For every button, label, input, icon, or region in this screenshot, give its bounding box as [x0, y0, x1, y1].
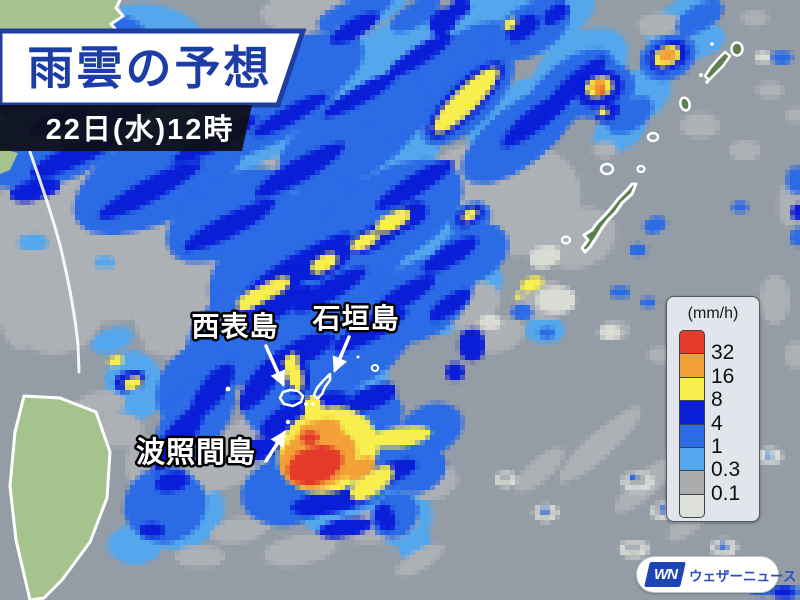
legend-swatch — [679, 493, 705, 519]
legend-unit-label: (mm/h) — [687, 305, 739, 322]
island-label-iriomote: 西表島 — [191, 311, 278, 342]
ishigaki-island-outline — [312, 372, 332, 401]
china-coastline — [0, 0, 126, 374]
forecast-datetime: 22日(水)12時 — [46, 113, 235, 146]
okinawa-main-island — [580, 182, 638, 254]
okinawa-islands — [560, 41, 744, 254]
taiwan-island — [8, 394, 112, 600]
datetime-bar-box — [0, 105, 252, 151]
ishigaki-arrow — [332, 335, 351, 373]
hateruma-island-dot — [285, 419, 291, 425]
datetime-bar: 22日(水)12時 — [0, 105, 252, 151]
title-banner: 雨雲の予想 — [0, 28, 307, 108]
legend-value: 0.3 — [711, 458, 741, 482]
weathernews-logo-text: ウェザーニュース — [689, 568, 797, 584]
island-label-hateruma: 波照間島 — [136, 436, 256, 469]
legend-color-scale — [679, 330, 705, 519]
wn-mark-icon: WN — [644, 562, 686, 587]
legend-value: 16 — [711, 364, 735, 388]
weathernews-logo: WN ウェザーニュース — [636, 556, 796, 593]
iriomote-island-outline — [278, 388, 305, 408]
legend-value: 4 — [711, 411, 723, 435]
iriomote-arrow — [264, 344, 286, 387]
legend-swatch — [679, 470, 705, 495]
legend-swatch — [679, 330, 705, 355]
page-title: 雨雲の予想 — [28, 42, 273, 94]
hateruma-arrow — [264, 430, 286, 463]
precip-legend: (mm/h) 32 16 8 4 1 0.3 0.1 — [666, 296, 760, 522]
sakishima-islands — [225, 355, 380, 425]
legend-value: 1 — [711, 435, 723, 458]
legend-value: 0.1 — [711, 481, 741, 505]
legend-threshold-values: 32 16 8 4 1 0.3 0.1 — [667, 297, 759, 521]
island-chain-ne — [703, 50, 732, 82]
wn-mark-text: WN — [653, 566, 677, 583]
legend-value: 32 — [711, 341, 735, 365]
island-label-ishigaki: 石垣島 — [311, 303, 399, 334]
island-pointer-arrows — [264, 335, 351, 463]
legend-value: 8 — [711, 388, 723, 412]
title-banner-box — [0, 28, 307, 108]
